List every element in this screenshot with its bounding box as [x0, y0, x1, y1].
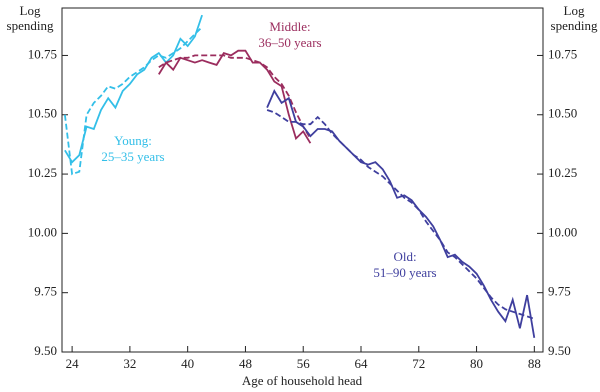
x-tick-label: 72	[412, 356, 425, 371]
y-tick-label: 10.75	[28, 46, 57, 61]
x-tick-label: 48	[239, 356, 252, 371]
x-tick-label: 80	[470, 356, 483, 371]
x-tick-label: 64	[355, 356, 369, 371]
x-axis-title: Age of household head	[242, 373, 363, 388]
y-axis-title: Log	[20, 3, 41, 18]
plot-frame	[61, 7, 544, 353]
annotation: 36–50 years	[258, 35, 321, 50]
series-line	[64, 14, 203, 164]
annotation: Young:	[114, 133, 152, 148]
annotation: Middle:	[269, 19, 310, 34]
x-tick-label: 88	[528, 356, 541, 371]
y-tick-label: 10.25	[28, 165, 57, 180]
y2-axis-title: spending	[551, 18, 598, 33]
y2-tick-label: 10.50	[548, 106, 577, 121]
annotation: Old:	[393, 249, 416, 264]
y-tick-label: 10.50	[28, 106, 57, 121]
y-tick-label: 10.00	[28, 224, 57, 239]
y2-tick-label: 10.25	[548, 165, 577, 180]
x-tick-label: 40	[181, 356, 194, 371]
series-line	[64, 26, 203, 176]
y-axis-title: spending	[7, 18, 54, 33]
x-tick-label: 56	[297, 356, 311, 371]
series-line	[266, 89, 536, 338]
y2-axis-title: Log	[564, 3, 585, 18]
y-tick-label: 9.75	[34, 284, 57, 299]
y2-tick-label: 10.75	[548, 46, 577, 61]
y2-tick-label: 9.50	[548, 343, 571, 358]
annotation: 51–90 years	[373, 265, 436, 280]
x-tick-label: 32	[123, 356, 136, 371]
y-tick-label: 9.50	[34, 343, 57, 358]
series-line	[158, 49, 312, 144]
y2-tick-label: 10.00	[548, 224, 577, 239]
x-tick-label: 24	[66, 356, 80, 371]
y2-tick-label: 9.75	[548, 284, 571, 299]
annotation: 25–35 years	[101, 149, 164, 164]
series-line	[158, 54, 312, 139]
series-line	[266, 109, 535, 320]
